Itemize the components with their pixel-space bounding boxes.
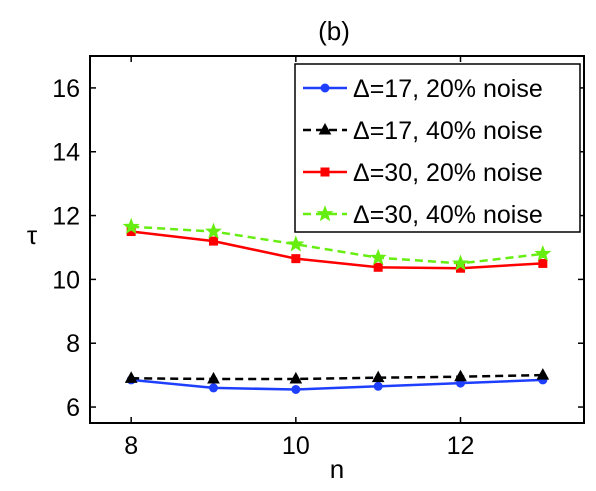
data-point (373, 381, 383, 391)
plot-area (122, 217, 552, 394)
legend-label: Δ=17, 20% noise (353, 75, 543, 103)
y-tick-label: 10 (52, 266, 80, 294)
axis-ticks: 8 10 12 6 8 10 12 14 16 (52, 56, 584, 460)
series-2 (124, 368, 550, 384)
data-point (124, 371, 138, 383)
legend-entry: Δ=17, 20% noise (303, 75, 543, 103)
data-point (454, 369, 467, 382)
legend-marker (320, 167, 330, 177)
y-tick-label: 16 (52, 75, 80, 103)
y-tick-label: 6 (66, 394, 80, 422)
legend-marker (316, 205, 334, 222)
axes-frame (89, 55, 585, 424)
y-tick-label: 8 (66, 330, 80, 358)
series-line (131, 378, 543, 391)
legend-entry: Δ=30, 20% noise (303, 159, 543, 187)
series-line (131, 230, 543, 270)
data-point (209, 236, 218, 246)
data-point (369, 248, 387, 265)
legend-box (294, 63, 581, 233)
data-point (371, 370, 385, 383)
x-tick-label: 12 (447, 432, 475, 460)
legend-entry: Δ=17, 40% noise (303, 117, 543, 145)
data-point (209, 383, 218, 393)
series-4 (122, 217, 552, 271)
data-point (207, 371, 220, 384)
series-line (131, 373, 543, 381)
x-tick-label: 8 (124, 432, 138, 460)
data-point (205, 222, 222, 239)
x-tick-label: 10 (282, 432, 310, 460)
data-point (536, 368, 550, 380)
data-point (291, 254, 301, 264)
y-axis-label: τ (27, 220, 38, 250)
legend-label: Δ=30, 40% noise (353, 201, 543, 229)
legend-marker (318, 122, 332, 135)
legend: Δ=17, 20% noise Δ=17, 40% noise Δ=30, 20% … (294, 63, 581, 233)
chart-title: (b) (318, 16, 350, 46)
y-tick-label: 12 (52, 203, 80, 231)
data-point (291, 384, 301, 394)
x-axis-label: n (330, 454, 344, 484)
series-line (131, 225, 543, 265)
series-3 (126, 227, 548, 273)
data-point (289, 371, 303, 384)
data-point (122, 217, 140, 234)
data-point (373, 262, 383, 272)
data-point (287, 235, 305, 252)
legend-entry: Δ=30, 40% noise (303, 201, 543, 229)
y-tick-label: 14 (52, 139, 80, 167)
legend-label: Δ=30, 20% noise (353, 159, 543, 187)
data-point (452, 254, 469, 271)
data-point (538, 258, 548, 268)
legend-label: Δ=17, 40% noise (353, 117, 543, 145)
data-point (534, 244, 552, 262)
legend-marker (320, 83, 330, 93)
